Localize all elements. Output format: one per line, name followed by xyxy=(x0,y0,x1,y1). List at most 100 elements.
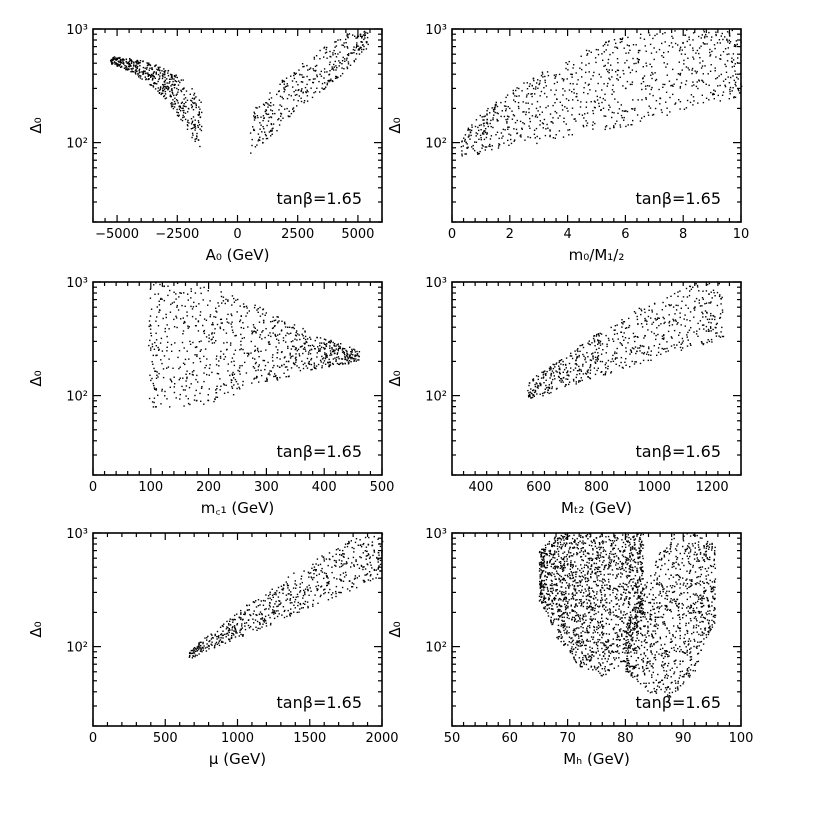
data-point xyxy=(167,294,169,297)
data-point xyxy=(585,663,588,666)
data-point xyxy=(615,71,617,73)
data-point xyxy=(642,66,644,68)
data-point xyxy=(302,92,304,94)
data-point xyxy=(356,36,359,38)
data-point xyxy=(129,63,131,66)
data-point xyxy=(375,577,377,579)
data-point xyxy=(203,645,205,647)
data-point xyxy=(550,373,552,375)
data-point xyxy=(690,327,692,329)
data-point xyxy=(528,384,530,387)
data-point xyxy=(355,559,357,561)
data-point xyxy=(187,125,189,127)
data-point xyxy=(227,299,229,301)
data-point xyxy=(592,337,595,340)
data-point xyxy=(556,548,559,550)
data-point xyxy=(710,327,712,329)
data-point xyxy=(550,368,552,370)
data-point xyxy=(584,631,586,634)
data-point xyxy=(190,649,192,652)
data-point xyxy=(123,67,126,69)
data-point xyxy=(605,648,607,651)
data-point xyxy=(637,323,639,325)
data-point xyxy=(483,115,485,118)
data-point xyxy=(347,47,349,49)
data-point xyxy=(622,367,624,369)
data-point xyxy=(655,319,657,321)
data-point xyxy=(355,538,358,540)
data-point xyxy=(684,325,686,327)
data-point xyxy=(213,342,216,344)
data-point xyxy=(663,334,665,336)
data-point xyxy=(478,138,480,140)
data-point xyxy=(538,595,541,598)
data-point xyxy=(222,353,225,355)
data-point xyxy=(705,33,707,36)
data-point xyxy=(270,116,273,119)
data-point xyxy=(320,361,322,363)
data-point xyxy=(536,142,538,145)
data-point xyxy=(617,69,620,72)
data-point xyxy=(153,284,155,286)
data-point xyxy=(189,403,191,406)
data-point xyxy=(349,590,351,592)
data-point xyxy=(145,78,147,80)
data-point xyxy=(640,310,643,312)
data-point xyxy=(289,357,292,359)
data-point xyxy=(709,51,711,54)
data-point xyxy=(531,93,533,95)
data-point xyxy=(623,598,626,600)
data-point xyxy=(734,44,736,46)
data-point xyxy=(534,116,537,118)
data-point xyxy=(289,599,291,601)
data-point xyxy=(231,329,234,331)
data-point xyxy=(324,347,326,350)
data-point xyxy=(657,333,659,336)
data-point xyxy=(363,48,365,51)
data-point xyxy=(308,576,310,578)
data-point xyxy=(521,127,523,129)
data-point xyxy=(167,341,169,343)
data-point xyxy=(166,324,168,326)
data-point xyxy=(362,543,364,546)
data-point xyxy=(636,579,639,581)
data-point xyxy=(310,369,312,371)
data-point xyxy=(282,80,284,82)
data-point xyxy=(336,362,339,365)
data-point xyxy=(590,51,592,53)
data-point xyxy=(619,645,621,647)
data-point xyxy=(335,595,337,598)
data-point xyxy=(576,640,578,642)
data-point xyxy=(215,641,218,644)
data-point xyxy=(320,570,322,572)
data-point xyxy=(600,333,603,335)
data-point xyxy=(621,38,623,41)
data-point xyxy=(176,326,178,329)
data-point xyxy=(176,282,179,284)
data-point xyxy=(596,357,599,359)
data-point xyxy=(256,329,259,331)
data-point xyxy=(699,57,701,59)
x-tick-label: 100 xyxy=(138,480,163,495)
data-point xyxy=(637,49,640,52)
data-point xyxy=(173,94,175,97)
data-point xyxy=(500,115,502,118)
data-point xyxy=(730,60,733,63)
data-point xyxy=(120,66,122,68)
data-point xyxy=(372,578,374,580)
data-point xyxy=(590,576,592,578)
data-point xyxy=(310,359,312,361)
data-point xyxy=(306,83,308,86)
data-point xyxy=(191,132,194,134)
data-point xyxy=(608,109,610,111)
data-point xyxy=(716,332,718,334)
data-point xyxy=(262,138,264,140)
data-point xyxy=(320,585,323,587)
data-point xyxy=(293,345,295,348)
data-point xyxy=(169,386,171,388)
data-point xyxy=(351,582,353,584)
data-point xyxy=(283,610,285,613)
data-point xyxy=(582,619,584,621)
data-point xyxy=(701,297,704,299)
data-point xyxy=(147,73,149,75)
